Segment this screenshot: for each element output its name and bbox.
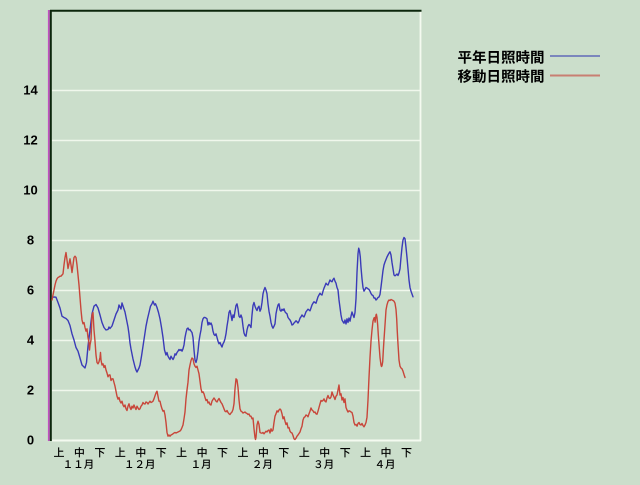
svg-text:0: 0 <box>27 433 34 448</box>
svg-text:10: 10 <box>23 183 37 198</box>
svg-text:14: 14 <box>23 83 38 98</box>
svg-text:6: 6 <box>27 283 34 298</box>
svg-text:12: 12 <box>23 133 37 148</box>
svg-text:2: 2 <box>27 383 34 398</box>
svg-text:4: 4 <box>27 333 35 348</box>
svg-text:8: 8 <box>27 233 34 248</box>
